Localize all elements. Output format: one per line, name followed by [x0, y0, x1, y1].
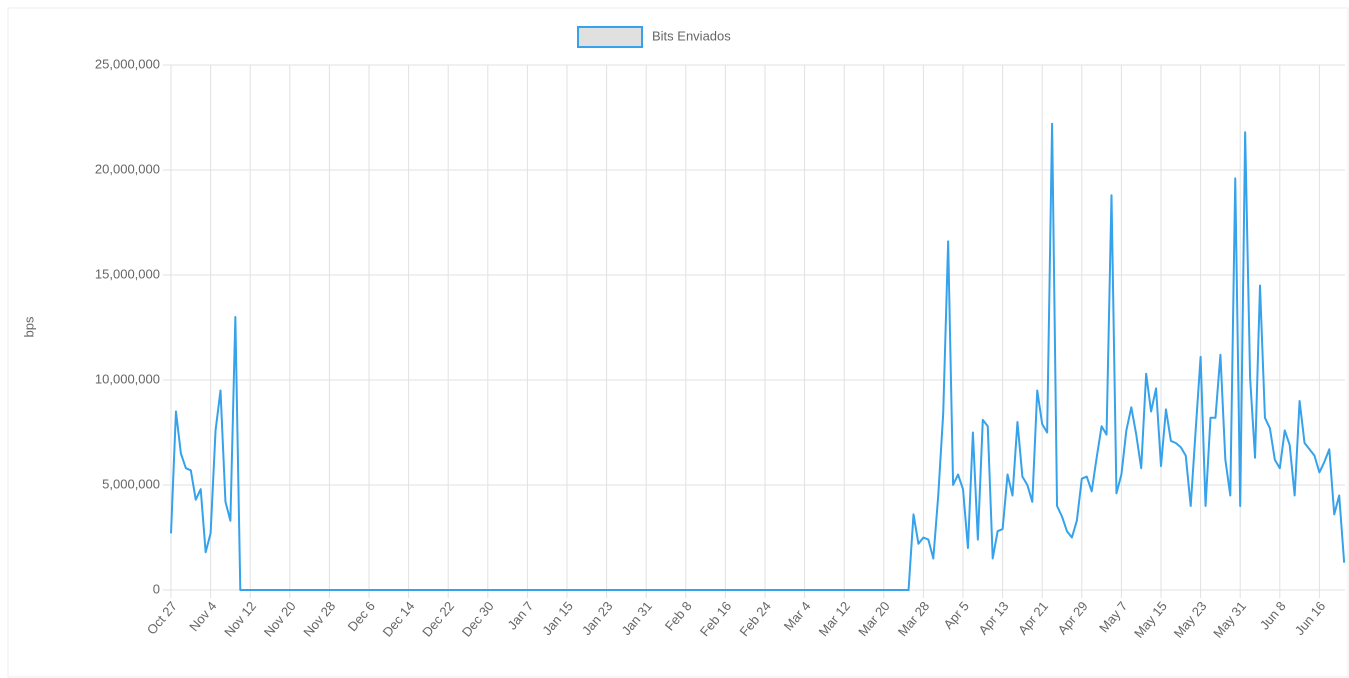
- y-tick-label: 10,000,000: [95, 371, 160, 386]
- x-tick-label: Apr 13: [975, 598, 1011, 637]
- x-tick-label: May 23: [1171, 598, 1210, 640]
- x-tick-label: Apr 5: [940, 598, 971, 631]
- data-line: [170, 122, 1346, 591]
- x-tick-label: Dec 6: [345, 598, 378, 634]
- legend-label: Bits Enviados: [652, 28, 731, 43]
- x-tick-label: Jun 8: [1257, 598, 1289, 632]
- x-tick-label: Feb 8: [662, 598, 695, 633]
- x-tick-label: Jan 23: [579, 598, 616, 638]
- legend-swatch: [577, 26, 643, 48]
- x-tick-label: May 15: [1131, 598, 1170, 640]
- x-tick-label: Feb 16: [697, 598, 735, 639]
- x-tick-label: Nov 4: [186, 598, 219, 634]
- x-tick-label: Jan 15: [539, 598, 576, 638]
- y-tick-label: 25,000,000: [95, 56, 160, 71]
- x-tick-label: Jan 7: [504, 598, 536, 632]
- x-tick-label: Nov 12: [221, 598, 259, 639]
- x-tick-label: Dec 30: [459, 598, 497, 639]
- x-tick-label: Mar 12: [816, 598, 854, 639]
- x-tick-label: Mar 28: [895, 598, 933, 639]
- x-tick-label: Jun 16: [1292, 598, 1329, 638]
- y-tick-label: 0: [153, 581, 160, 596]
- x-tick-label: May 31: [1210, 598, 1249, 640]
- x-tick-label: Dec 14: [380, 598, 418, 639]
- x-tick-label: Apr 29: [1055, 598, 1091, 637]
- x-tick-label: Mar 4: [781, 598, 814, 633]
- x-tick-label: Apr 21: [1015, 598, 1051, 637]
- x-tick-label: Nov 20: [261, 598, 299, 639]
- x-tick-label: May 7: [1096, 598, 1130, 635]
- y-tick-label: 5,000,000: [102, 476, 160, 491]
- x-tick-label: Nov 28: [300, 598, 338, 639]
- chart-frame: [7, 7, 1349, 678]
- x-tick-label: Dec 22: [419, 598, 457, 639]
- x-tick-label: Mar 20: [855, 598, 893, 639]
- x-tick-label: Jan 31: [619, 598, 656, 638]
- y-axis-label: bps: [21, 316, 36, 337]
- x-tick-label: Oct 27: [144, 598, 180, 637]
- x-tick-label: Feb 24: [736, 598, 774, 639]
- y-tick-label: 20,000,000: [95, 161, 160, 176]
- y-tick-label: 15,000,000: [95, 266, 160, 281]
